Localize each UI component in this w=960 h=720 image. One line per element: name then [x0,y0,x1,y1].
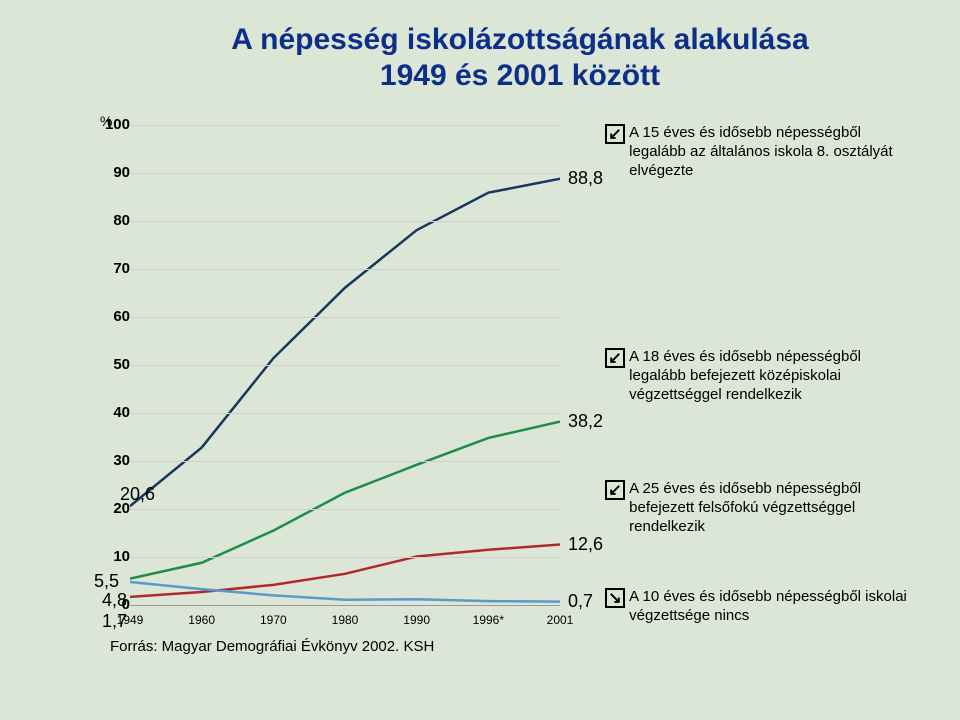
x-tick-label: 1990 [403,613,430,627]
data-label: 12,6 [568,534,603,555]
plot-area: 194919601970198019901996*2001 [130,125,560,605]
data-label: 20,6 [120,484,155,505]
gridline [130,509,560,510]
legend-text: A 25 éves és idősebb népességből befejez… [629,480,919,536]
legend-item: ↙ A 18 éves és idősebb népességből legal… [605,348,935,404]
gridline [130,221,560,222]
data-label: 0,7 [568,591,593,612]
legend-arrow-icon: ↙ [605,480,625,500]
legend-text: A 15 éves és idősebb népességből legaláb… [629,124,919,180]
legend-arrow-icon: ↙ [605,124,625,144]
title-line-2: 1949 és 2001 között [380,59,660,92]
data-label: 88,8 [568,168,603,189]
gridline [130,365,560,366]
x-tick-label: 1960 [188,613,215,627]
legend-text: A 18 éves és idősebb népességből legaláb… [629,348,919,404]
gridline [130,557,560,558]
y-tick-label: 80 [90,212,130,229]
y-tick-label: 100 [90,116,130,133]
data-label: 4,8 [102,590,127,611]
y-tick-label: 50 [90,356,130,373]
x-tick-label: 1970 [260,613,287,627]
legend-arrow-icon: ↘ [605,588,625,608]
legend-arrow-icon: ↙ [605,348,625,368]
x-tick-label: 1996* [473,613,504,627]
data-label: 1,7 [102,611,127,632]
gridline [130,317,560,318]
y-tick-label: 90 [90,164,130,181]
y-tick-label: 30 [90,452,130,469]
gridline [130,173,560,174]
x-tick-label: 2001 [547,613,574,627]
series-line [130,422,560,579]
gridline [130,125,560,126]
x-tick-label: 1980 [332,613,359,627]
gridline [130,269,560,270]
y-tick-label: 60 [90,308,130,325]
slide: A népesség iskolázottságának alakulása 1… [0,0,960,720]
data-label: 38,2 [568,411,603,432]
chart-area: 194919601970198019901996*2001 0102030405… [80,115,570,635]
legend-item: ↘ A 10 éves és idősebb népességből iskol… [605,588,935,626]
gridline [130,413,560,414]
data-label: 5,5 [94,571,119,592]
y-tick-label: 10 [90,548,130,565]
gridline [130,605,560,606]
gridline [130,461,560,462]
source-text: Forrás: Magyar Demográfiai Évkönyv 2002.… [110,638,434,655]
chart-title: A népesség iskolázottságának alakulása 1… [140,22,900,94]
legend-item: ↙ A 15 éves és idősebb népességből legal… [605,124,935,180]
y-tick-label: 40 [90,404,130,421]
legend-item: ↙ A 25 éves és idősebb népességből befej… [605,480,935,536]
title-line-1: A népesség iskolázottságának alakulása [231,23,809,56]
series-line [130,179,560,506]
legend-text: A 10 éves és idősebb népességből iskolai… [629,588,919,626]
y-tick-label: 70 [90,260,130,277]
